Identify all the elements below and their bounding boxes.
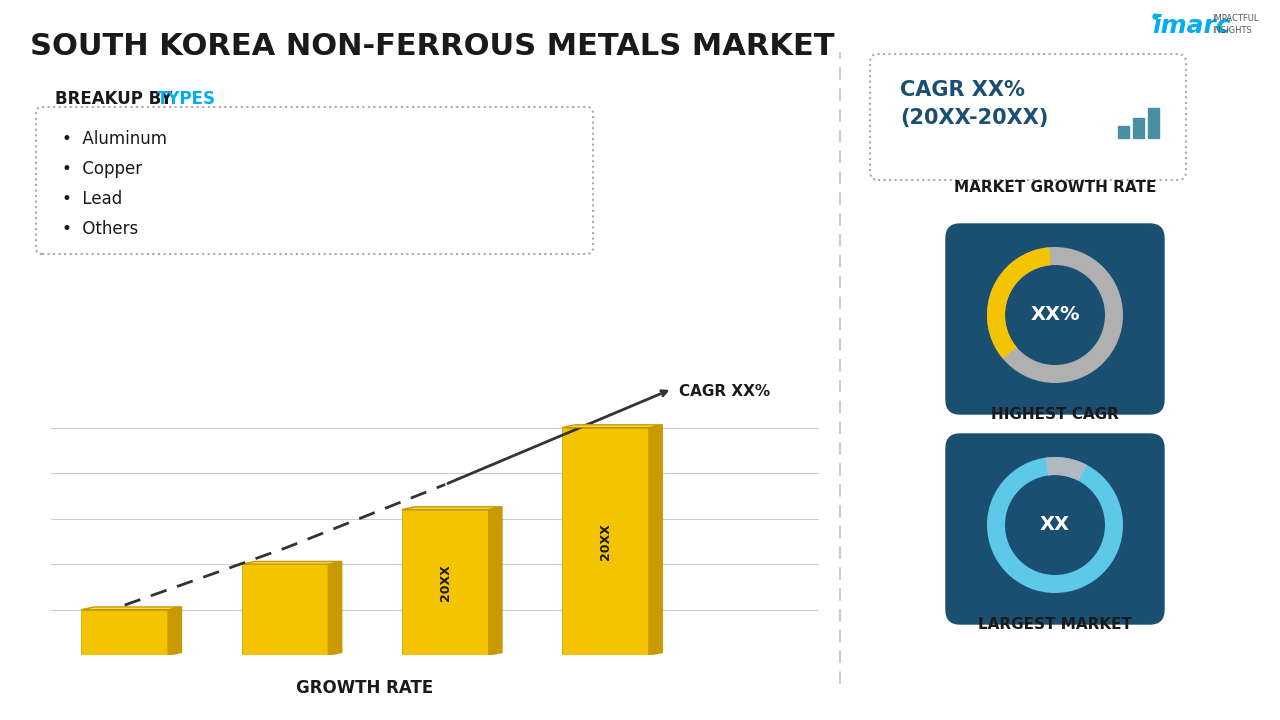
FancyBboxPatch shape (1148, 108, 1158, 138)
Text: CAGR XX%: CAGR XX% (900, 80, 1025, 100)
Wedge shape (987, 247, 1123, 383)
Text: HIGHEST CAGR: HIGHEST CAGR (991, 407, 1119, 422)
FancyBboxPatch shape (36, 107, 593, 254)
FancyBboxPatch shape (1117, 126, 1129, 138)
Text: XX%: XX% (1030, 305, 1080, 325)
Text: GROWTH RATE: GROWTH RATE (297, 679, 434, 697)
Text: IMPACTFUL
INSIGHTS: IMPACTFUL INSIGHTS (1212, 14, 1258, 35)
Wedge shape (987, 247, 1051, 359)
Text: •  Others: • Others (61, 220, 138, 238)
Text: CAGR XX%: CAGR XX% (678, 384, 771, 399)
Text: MARKET GROWTH RATE: MARKET GROWTH RATE (954, 180, 1156, 195)
Wedge shape (987, 457, 1123, 593)
Text: •  Aluminum: • Aluminum (61, 130, 166, 148)
Polygon shape (329, 562, 342, 655)
Text: 20XX: 20XX (439, 564, 452, 600)
Bar (81, 610, 168, 655)
Polygon shape (402, 507, 502, 510)
Text: LARGEST MARKET: LARGEST MARKET (978, 617, 1132, 632)
Bar (242, 564, 329, 655)
Text: (20XX-20XX): (20XX-20XX) (900, 108, 1048, 128)
Polygon shape (242, 562, 342, 564)
Polygon shape (81, 607, 182, 610)
Text: •  Lead: • Lead (61, 190, 123, 208)
Polygon shape (489, 507, 502, 655)
FancyBboxPatch shape (1133, 118, 1144, 138)
Wedge shape (1046, 457, 1087, 481)
Polygon shape (562, 425, 662, 428)
Text: SOUTH KOREA NON-FERROUS METALS MARKET: SOUTH KOREA NON-FERROUS METALS MARKET (29, 32, 835, 61)
Polygon shape (649, 425, 662, 655)
Text: BREAKUP BY: BREAKUP BY (55, 90, 178, 108)
Text: XX: XX (1039, 516, 1070, 534)
FancyBboxPatch shape (946, 224, 1164, 414)
Bar (562, 428, 649, 655)
Polygon shape (168, 607, 182, 655)
Text: imarc: imarc (1152, 14, 1231, 38)
FancyBboxPatch shape (946, 434, 1164, 624)
Text: TYPES: TYPES (157, 90, 216, 108)
FancyBboxPatch shape (870, 54, 1187, 180)
Text: 20XX: 20XX (599, 523, 612, 559)
Bar (402, 510, 489, 655)
Text: •  Copper: • Copper (61, 160, 142, 178)
